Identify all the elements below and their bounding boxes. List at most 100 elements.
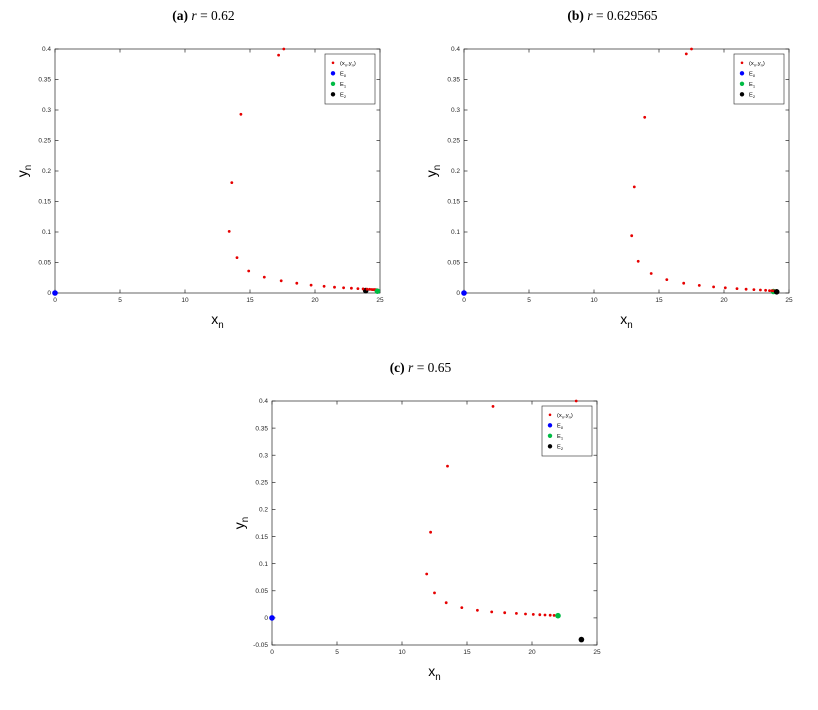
- svg-text:0.35: 0.35: [447, 77, 460, 84]
- svg-text:0.4: 0.4: [259, 398, 268, 405]
- legend-marker: [739, 92, 745, 97]
- legend: (xn,yn) E0 E1 E2: [541, 405, 593, 457]
- svg-text:-0.05: -0.05: [253, 642, 268, 649]
- figure-c-value: = 0.65: [413, 360, 452, 375]
- svg-text:0.35: 0.35: [38, 77, 51, 84]
- svg-text:0: 0: [53, 297, 57, 304]
- svg-text:25: 25: [785, 297, 793, 304]
- axis-ticks: [271, 400, 598, 646]
- series-E0: [52, 290, 58, 296]
- figure-a-value: = 0.62: [196, 8, 235, 23]
- svg-text:0.3: 0.3: [451, 107, 460, 114]
- svg-text:0.25: 0.25: [255, 480, 268, 487]
- y-tick-labels: 0 0.05 0.1 0.15 0.2 0.25 0.3 0.35 0.4: [447, 46, 460, 297]
- svg-text:0.2: 0.2: [451, 168, 460, 175]
- y-axis-title: yn: [424, 165, 443, 177]
- svg-text:0.4: 0.4: [451, 46, 460, 53]
- series-trajectory: [630, 47, 778, 293]
- svg-text:5: 5: [527, 297, 531, 304]
- legend-marker: [739, 71, 745, 76]
- figure-a: (a) r = 0.62 0 5 10 15 20 25 0 0.05 0.1 0.15 0.2 0.…: [15, 8, 392, 337]
- svg-text:0: 0: [456, 290, 460, 297]
- svg-text:20: 20: [311, 297, 319, 304]
- series-E2: [773, 289, 780, 295]
- x-tick-labels: 0 5 10 15 20 25: [462, 297, 793, 304]
- svg-text:0: 0: [264, 615, 268, 622]
- svg-text:0.3: 0.3: [259, 452, 268, 459]
- series-E1: [374, 288, 381, 294]
- figure-b-title: (b) r = 0.629565: [424, 8, 801, 24]
- svg-text:20: 20: [720, 297, 728, 304]
- legend-label: E1: [340, 82, 347, 89]
- y-tick-labels: 0 0.05 0.1 0.15 0.2 0.25 0.3 0.35 0.4: [38, 46, 51, 297]
- svg-text:0.15: 0.15: [38, 199, 51, 206]
- svg-text:0.3: 0.3: [42, 107, 51, 114]
- legend-marker: [547, 444, 553, 449]
- svg-text:25: 25: [376, 297, 384, 304]
- svg-text:15: 15: [655, 297, 663, 304]
- svg-text:0.05: 0.05: [38, 260, 51, 267]
- svg-text:0.05: 0.05: [447, 260, 460, 267]
- series-E0: [269, 615, 275, 621]
- legend-label: E2: [340, 93, 347, 100]
- legend-label: E2: [557, 445, 564, 452]
- legend-marker: [330, 71, 336, 76]
- legend-marker: [547, 433, 553, 438]
- chart-c: 0 5 10 15 20 25-0.0500.050.10.150.20.250.30.3…: [232, 398, 601, 683]
- x-tick-labels: 0 5 10 15 20 25: [53, 297, 384, 304]
- legend-label: (xn,yn): [340, 61, 356, 68]
- x-axis-title: xn: [211, 311, 223, 331]
- figure-a-param: r: [191, 8, 197, 23]
- svg-text:0: 0: [270, 649, 274, 656]
- legend-label: E1: [557, 434, 564, 441]
- svg-text:20: 20: [528, 649, 536, 656]
- legend: (xn,yn) E0 E1 E2: [733, 53, 785, 105]
- svg-text:0.35: 0.35: [255, 425, 268, 432]
- legend-marker: [330, 81, 336, 86]
- y-tick-labels: -0.05 0 0.05 0.1 0.15 0.2 0.25 0.3 0.35 0.4: [253, 398, 268, 649]
- svg-text:0.1: 0.1: [42, 229, 51, 236]
- svg-text:0.4: 0.4: [42, 46, 51, 53]
- y-axis-title: yn: [15, 165, 34, 177]
- chart-a: 0 5 10 15 20 25 0 0.05 0.1 0.15 0.2 0.25 0.3 0.35 0.4 x…: [15, 46, 384, 331]
- legend: (xn,yn) E0 E1 E2: [324, 53, 376, 105]
- legend-label: E0: [749, 72, 756, 79]
- legend-marker: [331, 61, 335, 65]
- figure-c-param: r: [408, 360, 414, 375]
- svg-text:5: 5: [335, 649, 339, 656]
- legend-label: E1: [749, 82, 756, 89]
- legend-marker: [330, 92, 336, 97]
- y-axis-title: yn: [232, 517, 251, 529]
- figure-b-label: (b): [567, 8, 584, 23]
- figure-a-title: (a) r = 0.62: [15, 8, 392, 24]
- svg-text:0.1: 0.1: [451, 229, 460, 236]
- figure-c-title: (c) r = 0.65: [232, 360, 609, 376]
- series-E2: [578, 636, 585, 643]
- svg-text:15: 15: [246, 297, 254, 304]
- x-axis-title: xn: [620, 311, 632, 331]
- svg-text:15: 15: [463, 649, 471, 656]
- x-axis-title: xn: [428, 663, 440, 683]
- svg-text:0.2: 0.2: [42, 168, 51, 175]
- svg-text:10: 10: [181, 297, 189, 304]
- chart-b: 0 5 10 15 20 25 0 0.05 0.1 0.15 0.2 0.25 0.3 0.35 0.4 x…: [424, 46, 793, 331]
- figure-b-param: r: [587, 8, 593, 23]
- svg-text:0.15: 0.15: [255, 534, 268, 541]
- legend-marker: [740, 61, 744, 65]
- legend-marker: [548, 413, 552, 417]
- legend-label: E0: [340, 72, 347, 79]
- svg-text:0.1: 0.1: [259, 561, 268, 568]
- legend-label: (xn,yn): [749, 61, 765, 68]
- svg-text:10: 10: [398, 649, 406, 656]
- svg-text:0.25: 0.25: [447, 138, 460, 145]
- svg-text:25: 25: [593, 649, 601, 656]
- legend-marker: [547, 423, 553, 428]
- svg-text:0.15: 0.15: [447, 199, 460, 206]
- legend-label: E0: [557, 424, 564, 431]
- figure-b: (b) r = 0.629565 0 5 10 15 20 25 0 0.05 0.1 0.15 0…: [424, 8, 801, 337]
- svg-text:5: 5: [118, 297, 122, 304]
- svg-text:0.2: 0.2: [259, 507, 268, 514]
- svg-text:10: 10: [590, 297, 598, 304]
- figure-c: (c) r = 0.65 0 5 10 15 20 25 -0.05 0 0.05 0.1 0.15…: [232, 360, 609, 689]
- figure-b-value: = 0.629565: [592, 8, 658, 23]
